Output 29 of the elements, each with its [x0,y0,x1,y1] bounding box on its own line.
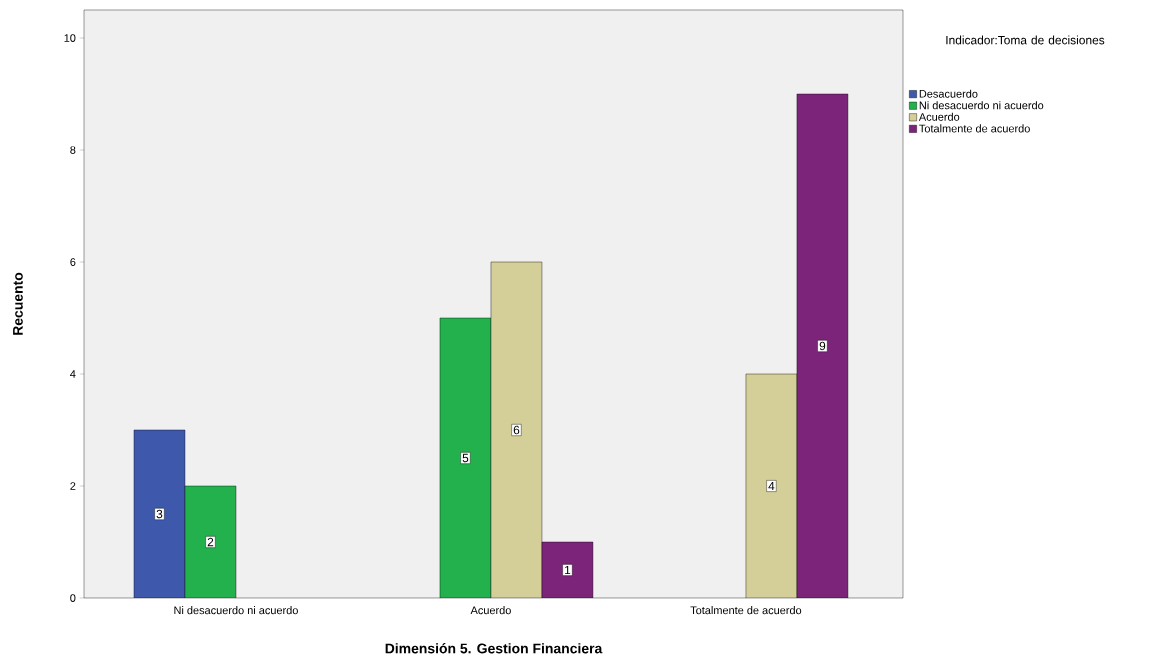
data-label: 6 [513,425,520,435]
y-tick-label: 2 [70,482,76,490]
data-label: 5 [462,453,469,463]
bar [745,373,798,598]
data-label: 1 [565,565,571,575]
legend-label: Acuerdo [918,112,960,121]
data-label: 9 [819,341,826,351]
bar [184,485,237,598]
legend-title: Indicador:Toma de decisiones [946,35,1105,45]
y-tick-label: 8 [70,146,76,154]
legend-label: Ni desacuerdo ni acuerdo [919,101,1044,110]
legend-label: Desacuerdo [919,89,978,98]
data-label: 4 [768,481,775,491]
x-axis-title: Dimensión 5. Gestion Financiera [385,643,603,654]
y-tick-label: 0 [70,594,76,602]
data-label: 2 [207,537,214,547]
bar [541,541,594,598]
x-tick-label: Totalmente de acuerdo [690,606,802,615]
y-tick-label: 6 [70,258,76,266]
x-tick-label: Ni desacuerdo ni acuerdo [174,606,298,615]
bar [439,317,492,598]
y-tick-label: 10 [64,34,76,42]
bar [796,93,849,598]
legend-label: Totalmente de acuerdo [919,124,1030,133]
bar [490,261,543,598]
data-label: 3 [156,509,163,519]
x-tick-label: Acuerdo [470,606,511,615]
y-axis-title: Recuento [13,272,23,335]
y-tick-label: 4 [70,370,76,378]
